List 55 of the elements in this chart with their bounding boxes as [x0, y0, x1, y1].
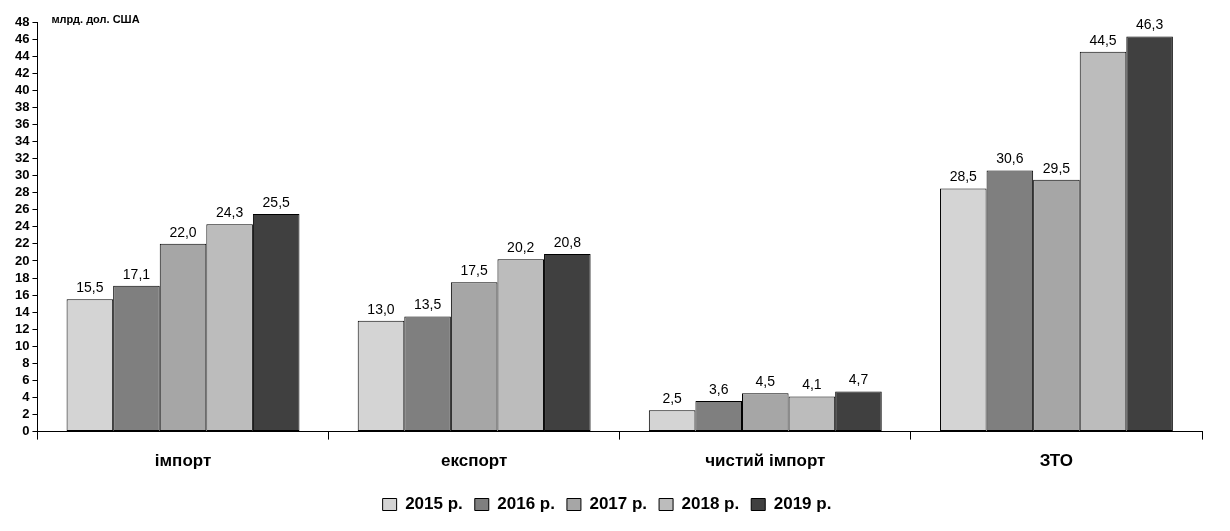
y-tick-label: 44 — [14, 47, 31, 63]
y-tick-label: 2 — [22, 406, 30, 422]
y-tick-label: 4 — [22, 389, 31, 405]
y-tick-label: 24 — [14, 218, 31, 234]
data-label: 13,5 — [413, 296, 442, 313]
x-tick-label: чистий імпорт — [705, 451, 826, 471]
y-tick-label: 8 — [22, 354, 30, 370]
data-label: 25,5 — [262, 193, 291, 210]
legend-label: 2017 р. — [589, 494, 648, 514]
y-tick-label: 22 — [14, 235, 30, 251]
y-tick-label: 32 — [14, 150, 30, 166]
y-tick-label: 0 — [22, 423, 30, 439]
y-tick-label: 40 — [14, 81, 30, 97]
y-tick-label: 38 — [14, 98, 30, 114]
data-label: 3,6 — [708, 380, 729, 397]
y-axis-title: млрд. дол. США — [51, 12, 140, 25]
y-tick-label: 6 — [22, 371, 30, 387]
y-tick-label: 16 — [14, 286, 30, 302]
y-tick-label: 14 — [14, 303, 31, 319]
data-label: 4,1 — [802, 376, 822, 393]
data-label: 17,5 — [460, 262, 488, 279]
legend-label: 2016 р. — [497, 494, 555, 514]
y-tick-label: 20 — [14, 252, 30, 268]
data-label: 44,5 — [1089, 31, 1117, 48]
y-tick-label: 28 — [14, 184, 30, 200]
data-label: 46,3 — [1135, 16, 1164, 33]
y-tick-label: 34 — [14, 133, 31, 149]
legend-label: 2015 р. — [405, 494, 463, 514]
data-label: 2,5 — [662, 390, 683, 407]
data-label: 24,3 — [215, 204, 244, 221]
data-label: 15,5 — [76, 279, 104, 296]
data-label: 17,1 — [122, 265, 151, 282]
y-tick-label: 30 — [14, 167, 30, 183]
data-label: 22,0 — [169, 223, 197, 240]
y-tick-label: 26 — [14, 201, 30, 217]
data-label: 20,2 — [507, 239, 535, 256]
data-label: 4,7 — [848, 371, 869, 388]
x-tick-label: ЗТО — [1039, 451, 1074, 471]
data-label: 13,0 — [367, 300, 395, 317]
legend-label: 2019 р. — [773, 494, 832, 514]
legend-label: 2018 р. — [681, 494, 740, 514]
y-tick-label: 10 — [14, 337, 30, 353]
data-label: 4,5 — [755, 373, 776, 390]
y-tick-label: 46 — [14, 30, 30, 46]
data-label: 30,6 — [996, 150, 1024, 167]
y-tick-label: 48 — [14, 13, 30, 29]
x-tick-label: імпорт — [154, 451, 212, 471]
y-tick-label: 18 — [14, 269, 30, 285]
data-label: 20,8 — [553, 233, 582, 250]
x-tick-label: експорт — [440, 451, 508, 471]
data-label: 29,5 — [1042, 159, 1071, 176]
data-label: 28,5 — [949, 168, 978, 185]
y-tick-label: 42 — [14, 64, 30, 80]
y-tick-label: 12 — [14, 320, 30, 336]
y-tick-label: 36 — [14, 115, 30, 131]
